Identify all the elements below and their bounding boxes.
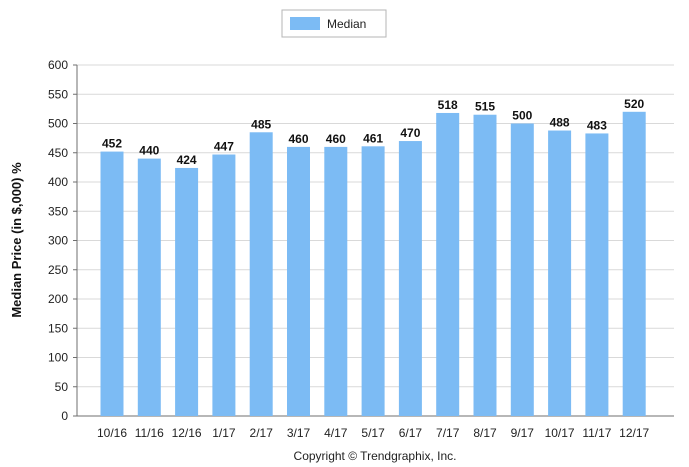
bar-data-label: 500 xyxy=(512,109,532,123)
x-tick-label: 12/16 xyxy=(172,426,202,440)
y-tick-label: 600 xyxy=(48,58,68,72)
x-tick-label: 10/17 xyxy=(545,426,575,440)
bar-data-label: 447 xyxy=(214,140,234,154)
bar-data-label: 452 xyxy=(102,137,122,151)
y-tick-label: 450 xyxy=(48,146,68,160)
y-tick-label: 400 xyxy=(48,175,68,189)
x-tick-label: 5/17 xyxy=(361,426,385,440)
legend: Median xyxy=(281,9,387,38)
bar-data-label: 424 xyxy=(177,153,197,167)
y-tick-label: 100 xyxy=(48,351,68,365)
bar-data-label: 518 xyxy=(438,98,458,112)
bars xyxy=(100,111,646,417)
x-tick-label: 2/17 xyxy=(250,426,274,440)
bar xyxy=(175,167,199,416)
x-tick-label: 11/17 xyxy=(582,426,611,440)
bar xyxy=(361,146,385,416)
x-tick-label: 10/16 xyxy=(97,426,127,440)
y-tick-label: 50 xyxy=(55,380,69,394)
legend-swatch xyxy=(290,17,320,30)
bar-data-label: 440 xyxy=(139,144,159,158)
x-axis-ticks: 10/16 11/16 12/16 1/17 2/17 3/17 4/17 5/17 6/17 7… xyxy=(97,426,650,440)
bar xyxy=(137,158,161,416)
y-tick-label: 0 xyxy=(61,409,68,423)
x-tick-label: 9/17 xyxy=(511,426,535,440)
bar xyxy=(287,146,310,416)
bar-data-label: 470 xyxy=(400,126,420,140)
data-labels: 452 440 424 447 485 460 460 461 470 518 515 500 488 4… xyxy=(102,97,645,167)
copyright-caption: Copyright © Trendgraphix, Inc. xyxy=(294,449,457,463)
x-tick-label: 8/17 xyxy=(473,426,497,440)
y-tick-label: 150 xyxy=(48,321,68,335)
x-tick-label: 6/17 xyxy=(399,426,423,440)
bar xyxy=(324,146,348,416)
y-tick-label: 300 xyxy=(48,234,68,248)
y-tick-label: 200 xyxy=(48,292,68,306)
y-axis-title: Median Price (in $,000) % xyxy=(9,162,24,318)
bar xyxy=(585,133,609,416)
bar-data-label: 483 xyxy=(587,118,607,132)
x-tick-label: 7/17 xyxy=(436,426,460,440)
x-tick-label: 4/17 xyxy=(324,426,348,440)
bar-data-label: 520 xyxy=(624,97,644,111)
bar xyxy=(473,114,497,416)
bar xyxy=(212,154,236,416)
bar-data-label: 485 xyxy=(251,117,271,131)
x-tick-label: 12/17 xyxy=(619,426,649,440)
x-tick-label: 1/17 xyxy=(212,426,236,440)
x-tick-label: 11/16 xyxy=(135,426,164,440)
y-tick-label: 250 xyxy=(48,263,68,277)
bar xyxy=(398,141,422,417)
bar xyxy=(249,132,273,416)
bar-data-label: 460 xyxy=(326,132,346,146)
y-axis-ticks: 0 50 100 150 200 250 300 350 400 450 500 550 600 xyxy=(48,58,77,423)
bar-data-label: 515 xyxy=(475,100,495,114)
bar xyxy=(436,112,460,416)
bar xyxy=(510,123,534,416)
bar-data-label: 488 xyxy=(550,116,570,130)
bar xyxy=(100,151,124,416)
y-tick-label: 500 xyxy=(48,117,68,131)
bar-data-label: 461 xyxy=(363,131,383,145)
bar-data-label: 460 xyxy=(288,132,308,146)
bar xyxy=(622,111,646,417)
y-tick-label: 350 xyxy=(48,204,68,218)
legend-label: Median xyxy=(327,17,366,31)
y-tick-label: 550 xyxy=(48,87,68,101)
bar xyxy=(548,130,572,416)
x-tick-label: 3/17 xyxy=(287,426,311,440)
